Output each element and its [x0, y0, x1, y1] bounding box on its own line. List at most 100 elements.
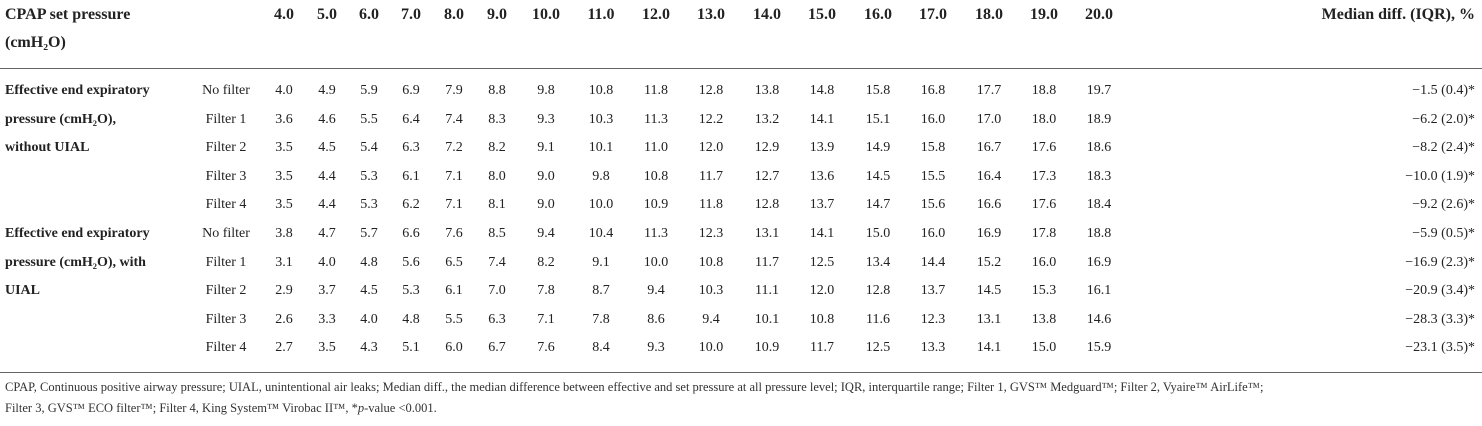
set-pressure: 12.0	[642, 6, 670, 23]
cell: 11.3	[644, 111, 668, 127]
median-cell: −5.9 (0.5)*	[1412, 226, 1475, 241]
cell: 10.9	[643, 197, 669, 213]
cell: 3.7	[318, 283, 336, 299]
cell: 10.0	[643, 254, 669, 270]
cell: 8.7	[592, 283, 610, 299]
cell: 10.1	[588, 140, 614, 156]
cell: 9.0	[537, 168, 555, 184]
cell: 4.0	[360, 311, 378, 327]
cell: 10.4	[588, 226, 614, 241]
cell: 4.0	[275, 83, 293, 98]
cell: 13.8	[1031, 311, 1057, 327]
median-cell: −28.3 (3.3)*	[1405, 311, 1475, 327]
set-pressure: 11.0	[587, 6, 615, 23]
summary-header: Median diff. (IQR), %	[1321, 6, 1475, 23]
filter-label: Filter 1	[205, 111, 247, 127]
bottom-rule	[0, 372, 1482, 373]
cell: 4.7	[318, 226, 336, 241]
cell: 18.3	[1086, 168, 1112, 184]
cell: 7.8	[537, 283, 555, 299]
cell: 10.3	[698, 283, 724, 299]
filter-label: Filter 3	[205, 311, 247, 327]
cell: 4.4	[318, 168, 336, 184]
cell: 3.8	[275, 226, 293, 241]
cell: 7.2	[445, 140, 463, 156]
cell: 12.8	[754, 197, 780, 213]
cell: 13.8	[754, 83, 780, 98]
cell: 12.3	[698, 226, 724, 241]
cell: 10.0	[588, 197, 614, 213]
median-cell: −8.2 (2.4)*	[1412, 140, 1475, 156]
cell: 6.2	[402, 197, 420, 213]
cell: 9.0	[537, 197, 555, 213]
cell: 6.1	[445, 283, 463, 299]
cell: 15.6	[920, 197, 946, 213]
cell: 6.1	[402, 168, 420, 184]
cell: 8.0	[488, 168, 506, 184]
cell: 12.0	[809, 283, 835, 299]
cell: 5.7	[360, 226, 378, 241]
cell: 7.4	[488, 254, 506, 270]
footnote-text: CPAP, Continuous positive airway pressur…	[5, 380, 1264, 394]
cell: 4.9	[318, 83, 336, 98]
cell: 4.3	[360, 340, 378, 356]
cell: 9.4	[537, 226, 555, 241]
cell: 16.0	[1031, 254, 1057, 270]
cell: 11.1	[755, 283, 779, 299]
cell: 3.5	[318, 340, 336, 356]
cell: 19.7	[1086, 83, 1112, 98]
cell: 5.4	[360, 140, 378, 156]
cell: 10.8	[698, 254, 724, 270]
group-label: pressure (cmH₂O), with	[5, 254, 146, 270]
filter-label: Filter 4	[205, 197, 247, 213]
set-pressure: 15.0	[808, 6, 836, 23]
set-pressure: 16.0	[864, 6, 892, 23]
set-pressure: 7.0	[401, 6, 421, 23]
cell: 5.5	[445, 311, 463, 327]
cell: 13.4	[865, 254, 891, 270]
footnote-line: CPAP, Continuous positive airway pressur…	[5, 380, 1263, 395]
cell: 13.3	[920, 340, 946, 356]
set-pressure: 5.0	[317, 6, 337, 23]
cell: 10.8	[588, 83, 614, 98]
cell: 9.4	[647, 283, 665, 299]
cell: 18.0	[1031, 111, 1057, 127]
cell: 18.8	[1031, 83, 1057, 98]
cell: 14.9	[865, 140, 891, 156]
cell: 18.9	[1086, 111, 1112, 127]
set-pressure: 4.0	[274, 6, 294, 23]
median-cell: −16.9 (2.3)*	[1405, 254, 1475, 270]
cell: 7.9	[445, 83, 463, 98]
cell: 14.5	[865, 168, 891, 184]
cell: 5.6	[402, 254, 420, 270]
cell: 10.8	[643, 168, 669, 184]
cell: 7.6	[537, 340, 555, 356]
cell: 8.5	[488, 226, 506, 241]
cell: 3.5	[275, 168, 293, 184]
cell: 9.8	[537, 83, 555, 98]
cell: 6.7	[488, 340, 506, 356]
set-pressure: 6.0	[359, 6, 379, 23]
set-pressure: 13.0	[697, 6, 725, 23]
cell: 15.3	[1031, 283, 1057, 299]
cell: 16.1	[1086, 283, 1112, 299]
cell: 14.5	[976, 283, 1002, 299]
group-label: pressure (cmH₂O),	[5, 111, 116, 127]
filter-label: Filter 2	[205, 283, 247, 299]
set-pressure: 9.0	[487, 6, 507, 23]
cell: 14.1	[809, 111, 835, 127]
cell: 6.5	[445, 254, 463, 270]
cell: 15.1	[865, 111, 891, 127]
median-cell: −9.2 (2.6)*	[1412, 197, 1475, 213]
cell: 16.0	[920, 226, 946, 241]
cell: 11.8	[699, 197, 723, 213]
cell: 7.0	[488, 283, 506, 299]
cell: 14.7	[865, 197, 891, 213]
cell: 10.0	[698, 340, 724, 356]
cell: 15.8	[920, 140, 946, 156]
cell: 15.8	[865, 83, 891, 98]
cell: 2.9	[275, 283, 293, 299]
cell: 6.9	[402, 83, 420, 98]
cell: 3.5	[275, 197, 293, 213]
cell: 11.6	[866, 311, 890, 327]
